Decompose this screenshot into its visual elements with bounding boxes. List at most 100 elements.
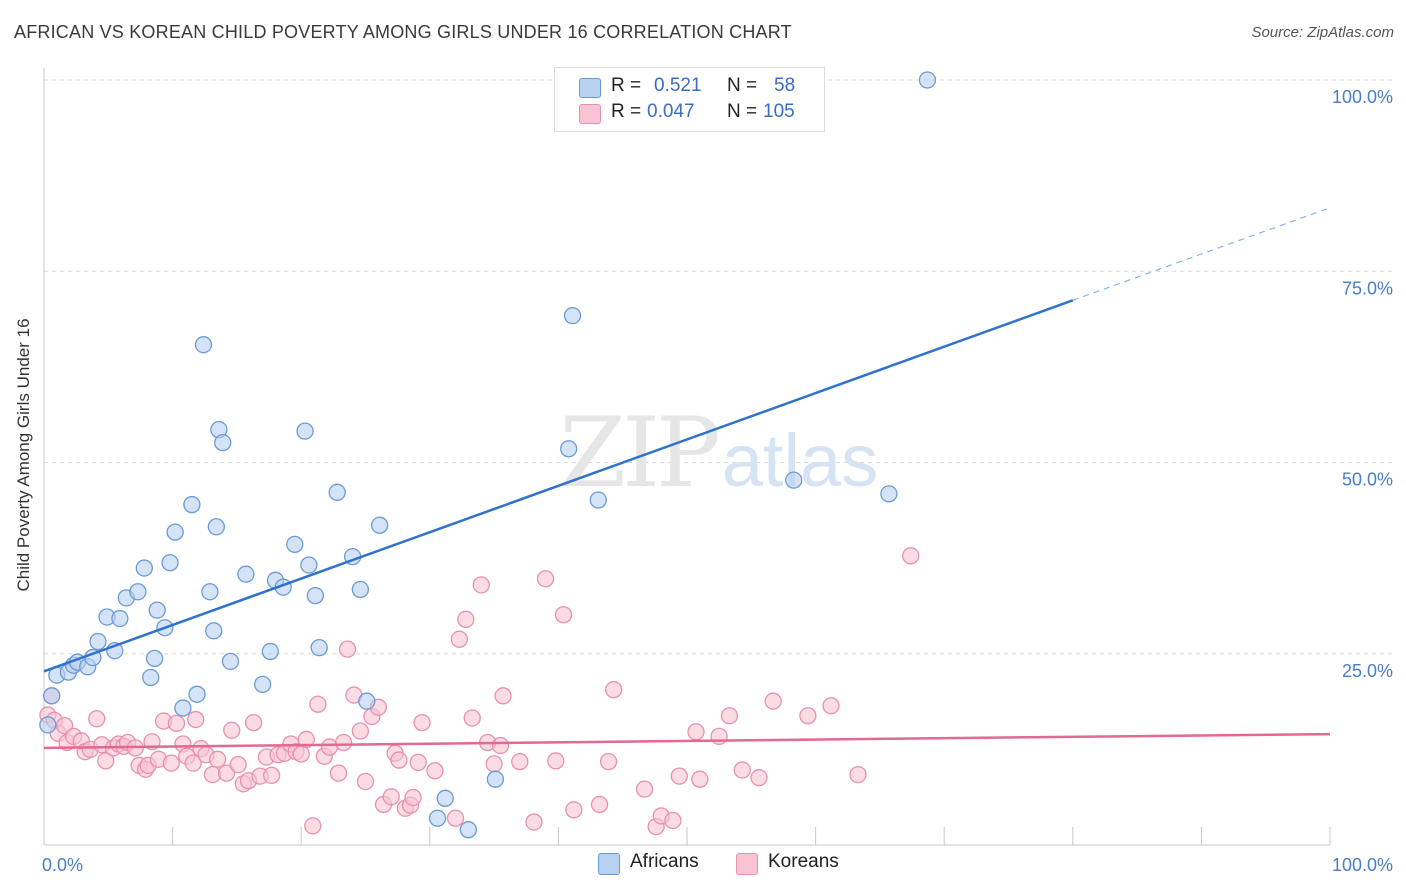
korean-point [635,780,654,798]
african-point [174,699,192,717]
african-point [486,770,505,788]
y-tick-label: 100.0% [1332,87,1393,107]
x-tick-label: 100.0% [1332,855,1393,875]
legend-r-label: R = [611,101,642,122]
korean-point [599,752,618,771]
korean-point [426,762,444,780]
africans-trendline-extension [1072,207,1331,301]
korean-point [664,811,682,830]
korean-point [902,547,920,565]
korean-point [390,751,408,769]
korean-point [329,764,348,782]
korean-point [382,788,400,806]
african-point [300,556,318,574]
watermark-zip: ZIP [559,397,718,509]
trendlines [43,207,1331,750]
korean-point [203,765,222,784]
african-point [880,485,898,503]
african-point [563,306,582,325]
korean-point [511,752,529,771]
african-point [201,583,219,601]
african-point [207,518,225,536]
african-point [261,642,279,661]
african-point [205,622,223,640]
korean-point [691,770,709,788]
african-point [183,495,201,514]
african-point [296,422,314,440]
african-point [135,559,153,577]
korean-point [292,745,310,763]
legend-n-label: N = [727,75,758,96]
african-point [221,652,240,671]
african-point [351,580,370,599]
korean-point [446,809,465,827]
korean-point [297,730,315,749]
korean-point [720,707,739,725]
korean-point [472,576,490,594]
korean-point [229,756,247,774]
african-point [161,554,179,572]
korean-point [750,769,768,787]
legend-r-value: 0.521 [654,75,702,96]
african-point [188,685,206,703]
african-point [358,692,376,710]
watermark-atlas: atlas [722,419,878,502]
korean-point [491,736,510,755]
tick-labels: 25.0% 50.0% 75.0% 100.0% 0.0% 100.0% [42,87,1393,875]
african-point [148,601,166,619]
legend-r-label: R = [611,75,642,96]
korean-point [590,795,609,814]
korean-point [334,733,353,752]
korean-point [208,750,227,768]
korean-point [554,606,573,624]
korean-point [162,754,180,772]
korean-point [799,707,817,725]
korean-point [413,713,431,732]
watermark: ZIP atlas [559,397,878,509]
african-point [589,491,607,509]
african-point [194,336,213,354]
korean-point [338,640,357,658]
korean-point [547,752,565,770]
african-point [436,789,454,807]
korean-point [494,687,512,705]
korean-point [822,697,840,715]
koreans-trendline [43,732,1331,750]
african-point [129,583,147,601]
african-point [560,440,578,458]
african-point [785,471,803,489]
african-point [166,523,184,541]
africans-swatch [579,78,601,98]
korean-point [463,709,481,727]
y-tick-label: 25.0% [1342,661,1393,681]
korean-point [223,721,241,739]
african-point [286,535,304,554]
korean-point [184,754,202,772]
legend-n-value: 105 [763,101,795,122]
african-point [328,483,346,501]
korean-point [404,788,422,807]
korean-point [351,722,370,740]
african-point [459,821,478,839]
korean-point [764,692,782,710]
korean-point [457,610,475,628]
korean-point [733,761,751,779]
korean-point [262,766,281,785]
correlation-legend: R = 0.521 N = 58 R = 0.047 N = 105 [554,67,825,132]
african-point [306,586,324,605]
y-tick-label: 50.0% [1342,470,1393,490]
african-point [43,687,61,705]
y-axis-label: Child Poverty Among Girls Under 16 [14,318,33,592]
africans-trendline [43,299,1074,673]
african-point [428,809,447,827]
x-tick-label: 0.0% [42,855,83,875]
african-point [918,71,937,89]
bottom-legend-africans-label: Africans [630,851,699,872]
korean-point [710,727,728,746]
african-point [214,433,232,452]
korean-point [409,753,427,772]
korean-point [525,813,543,831]
african-point [89,632,107,651]
africans-swatch [598,853,620,875]
